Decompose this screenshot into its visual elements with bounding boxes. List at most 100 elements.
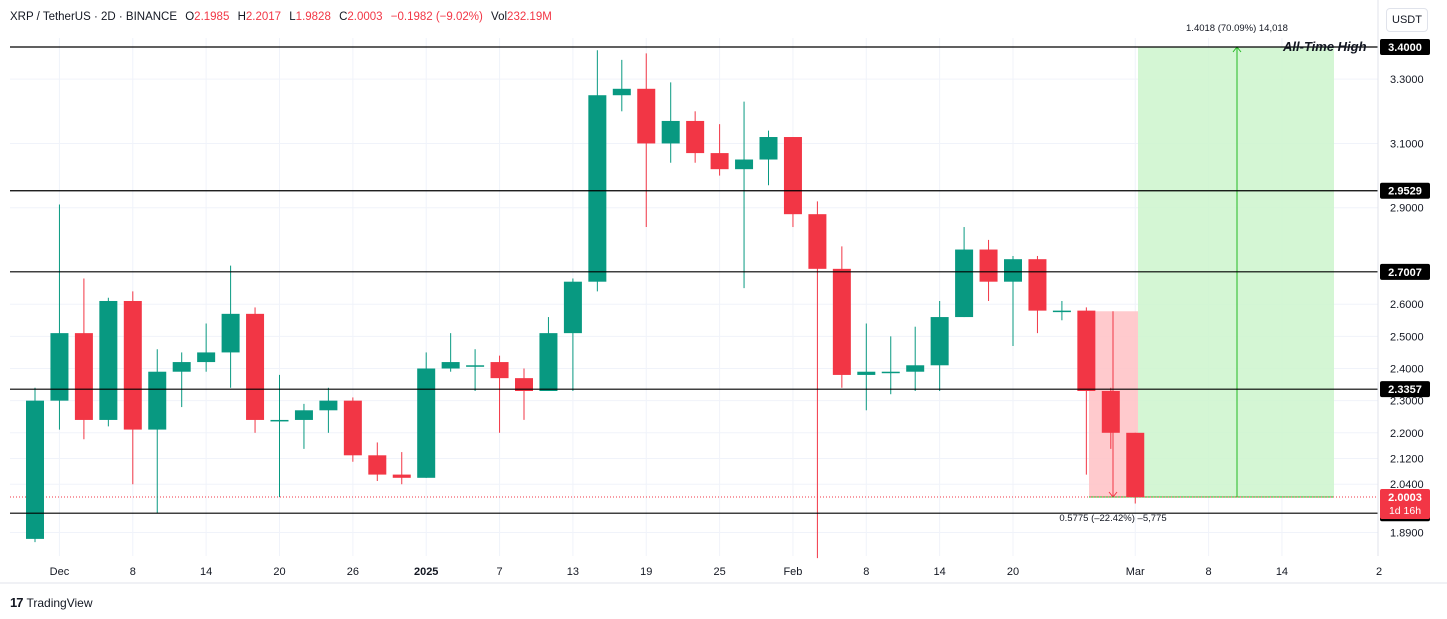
time-axis-tick: 8 bbox=[1206, 566, 1212, 578]
candle-body bbox=[1101, 391, 1120, 433]
countdown-text: 1d 16h bbox=[1389, 505, 1421, 517]
level-price-text: 3.4000 bbox=[1388, 42, 1422, 54]
low-value: 1.9828 bbox=[295, 11, 331, 23]
level-price-text: 2.9529 bbox=[1388, 186, 1422, 198]
candle-body bbox=[539, 333, 558, 392]
candle-body bbox=[857, 371, 876, 375]
candle-body bbox=[148, 371, 167, 430]
candle-body bbox=[930, 317, 949, 366]
time-axis-tick: Mar bbox=[1126, 566, 1145, 578]
level-price-badge bbox=[1380, 381, 1430, 398]
time-axis-tick: 8 bbox=[130, 566, 136, 578]
candle-body bbox=[417, 368, 436, 478]
time-axis-tick: 7 bbox=[496, 566, 502, 578]
tradingview-brand[interactable]: 17 TradingView bbox=[10, 595, 93, 610]
candle-body bbox=[563, 281, 582, 334]
change-value: −0.1982 (−9.02%) bbox=[390, 11, 483, 23]
price-axis-tick: 2.1200 bbox=[1390, 454, 1424, 466]
candle-body bbox=[343, 400, 362, 456]
candle-body bbox=[26, 400, 44, 539]
high-value: 2.2017 bbox=[245, 11, 282, 23]
level-price-text: 2.3357 bbox=[1388, 384, 1422, 396]
time-axis-tick: 20 bbox=[273, 566, 285, 578]
time-axis-tick: 14 bbox=[1276, 566, 1288, 578]
candle-body bbox=[172, 362, 191, 372]
candle-body bbox=[319, 400, 338, 411]
price-axis-tick: 2.9000 bbox=[1390, 203, 1424, 215]
candle-body bbox=[979, 249, 998, 282]
candle-body bbox=[1126, 432, 1145, 498]
price-axis-tick: 2.6000 bbox=[1390, 299, 1424, 311]
price-axis-tick: 2.5000 bbox=[1390, 331, 1424, 343]
candle-body bbox=[759, 137, 778, 160]
time-axis-tick: 2025 bbox=[414, 566, 438, 578]
time-axis-tick: 8 bbox=[863, 566, 869, 578]
candle-body bbox=[270, 419, 289, 422]
level-price-badge bbox=[1380, 263, 1430, 280]
candle-body bbox=[612, 88, 631, 96]
time-axis-tick: 26 bbox=[347, 566, 359, 578]
price-axis-tick: 2.4000 bbox=[1390, 363, 1424, 375]
candle-body bbox=[588, 95, 607, 282]
candle-body bbox=[490, 362, 509, 379]
time-axis-tick: 13 bbox=[567, 566, 579, 578]
candle-body bbox=[955, 249, 974, 318]
candle-body bbox=[123, 300, 142, 430]
time-axis-tick: 25 bbox=[713, 566, 725, 578]
symbol-title: XRP / TetherUS · 2D · BINANCE bbox=[10, 11, 178, 23]
tradingview-logo-icon: 17 bbox=[10, 595, 24, 610]
candle-body bbox=[99, 300, 118, 420]
stop-label: 0.5775 (–22.42%) –5,775 bbox=[1059, 513, 1166, 524]
candle-body bbox=[637, 88, 656, 144]
brand-name: TradingView bbox=[26, 595, 93, 610]
candle-body bbox=[515, 378, 533, 392]
close-value: 2.0003 bbox=[347, 11, 383, 23]
open-label: O bbox=[185, 11, 195, 23]
candle-body bbox=[221, 313, 240, 353]
candle-body bbox=[906, 365, 925, 372]
ath-label: All-Time High bbox=[1282, 39, 1367, 54]
close-label: C bbox=[339, 11, 348, 23]
chart-header: XRP / TetherUS · 2D · BINANCE O2.1985 H2… bbox=[10, 11, 552, 23]
high-label: H bbox=[237, 11, 246, 23]
open-value: 2.1985 bbox=[194, 11, 230, 23]
candle-body bbox=[441, 362, 460, 369]
level-price-badge bbox=[1380, 182, 1430, 199]
candle-body bbox=[466, 365, 485, 367]
price-axis-tick: 1.8900 bbox=[1390, 527, 1424, 539]
candle-body bbox=[392, 474, 411, 478]
candle-body bbox=[783, 137, 802, 215]
price-axis-tick: 3.3000 bbox=[1390, 74, 1424, 86]
time-axis-tick: Dec bbox=[50, 566, 70, 578]
volume-value: 232.19M bbox=[507, 11, 552, 23]
target-label: 1.4018 (70.09%) 14,018 bbox=[1186, 23, 1288, 34]
candle-body bbox=[368, 455, 387, 475]
price-axis-tick: 2.2000 bbox=[1390, 428, 1424, 440]
candle-body bbox=[735, 159, 754, 170]
time-axis-tick: 2 bbox=[1376, 566, 1382, 578]
current-price-text: 2.0003 bbox=[1388, 492, 1422, 504]
time-axis-tick: 19 bbox=[640, 566, 652, 578]
time-axis-tick: 14 bbox=[934, 566, 946, 578]
candle-body bbox=[808, 214, 827, 269]
candle-body bbox=[246, 313, 265, 420]
price-axis-tick: 2.0400 bbox=[1390, 479, 1424, 491]
candle-body bbox=[294, 410, 313, 420]
candle-body bbox=[197, 352, 216, 363]
time-axis-tick: 14 bbox=[200, 566, 212, 578]
currency-button[interactable]: USDT bbox=[1386, 8, 1428, 32]
current-price-badge bbox=[1380, 489, 1430, 519]
candle-body bbox=[661, 120, 680, 144]
candle-body bbox=[832, 268, 851, 375]
low-label: L bbox=[289, 11, 296, 23]
candle-body bbox=[710, 153, 729, 170]
candle-body bbox=[1004, 259, 1022, 282]
candle-body bbox=[1077, 310, 1096, 392]
candle-body bbox=[74, 333, 93, 420]
price-axis-tick: 2.3000 bbox=[1390, 396, 1424, 408]
candle-body bbox=[881, 371, 900, 374]
time-axis-tick: Feb bbox=[783, 566, 802, 578]
candle-body bbox=[1052, 310, 1071, 313]
candle-body bbox=[686, 120, 705, 154]
